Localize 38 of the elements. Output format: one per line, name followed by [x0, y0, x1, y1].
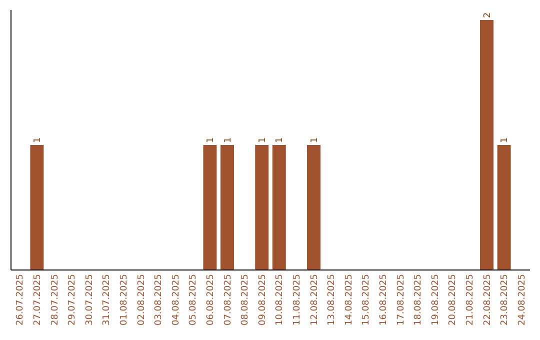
x-tick-label: 30.07.2025	[84, 274, 95, 326]
data-label: 1	[223, 137, 234, 143]
data-label: 1	[206, 137, 216, 143]
x-tick-label: 12.08.2025	[310, 274, 320, 326]
x-tick-label: 27.07.2025	[32, 274, 43, 326]
x-tick-label: 03.08.2025	[154, 274, 164, 326]
x-tick-label: 09.08.2025	[258, 274, 268, 326]
x-tick-label: 11.08.2025	[292, 274, 302, 326]
x-tick-label: 04.08.2025	[171, 274, 182, 326]
x-tick-label: 29.07.2025	[68, 274, 78, 326]
x-tick-label: 21.08.2025	[465, 274, 476, 326]
x-tick-label: 24.08.2025	[517, 274, 528, 326]
x-tick-label: 26.07.2025	[16, 274, 26, 326]
x-tick-label: 15.08.2025	[362, 274, 372, 326]
x-tick-label: 07.08.2025	[223, 274, 234, 326]
data-label: 1	[500, 137, 510, 143]
x-tick-label: 02.08.2025	[136, 274, 147, 326]
data-label: 1	[258, 137, 268, 143]
data-label: 2	[482, 12, 493, 18]
x-tick-label: 28.07.2025	[50, 274, 60, 326]
x-tick-label: 18.08.2025	[414, 274, 424, 326]
x-tick-label: 31.07.2025	[102, 274, 112, 326]
x-tick-label: 06.08.2025	[206, 274, 216, 326]
x-tick-label: 10.08.2025	[275, 274, 286, 326]
x-tick-label: 13.08.2025	[327, 274, 338, 326]
x-tick-label: 05.08.2025	[188, 274, 199, 326]
x-tick-label: 19.08.2025	[430, 274, 441, 326]
x-tick-label: 01.08.2025	[119, 274, 130, 326]
x-tick-label: 20.08.2025	[448, 274, 458, 326]
data-label: 1	[32, 137, 43, 143]
x-tick-label: 08.08.2025	[240, 274, 251, 326]
x-tick-label: 16.08.2025	[378, 274, 389, 326]
x-tick-label: 22.08.2025	[482, 274, 493, 326]
x-tick-label: 23.08.2025	[500, 274, 510, 326]
data-label: 1	[310, 137, 320, 143]
data-label: 1	[275, 137, 286, 143]
x-tick-label: 14.08.2025	[344, 274, 354, 326]
x-tick-label: 17.08.2025	[396, 274, 406, 326]
